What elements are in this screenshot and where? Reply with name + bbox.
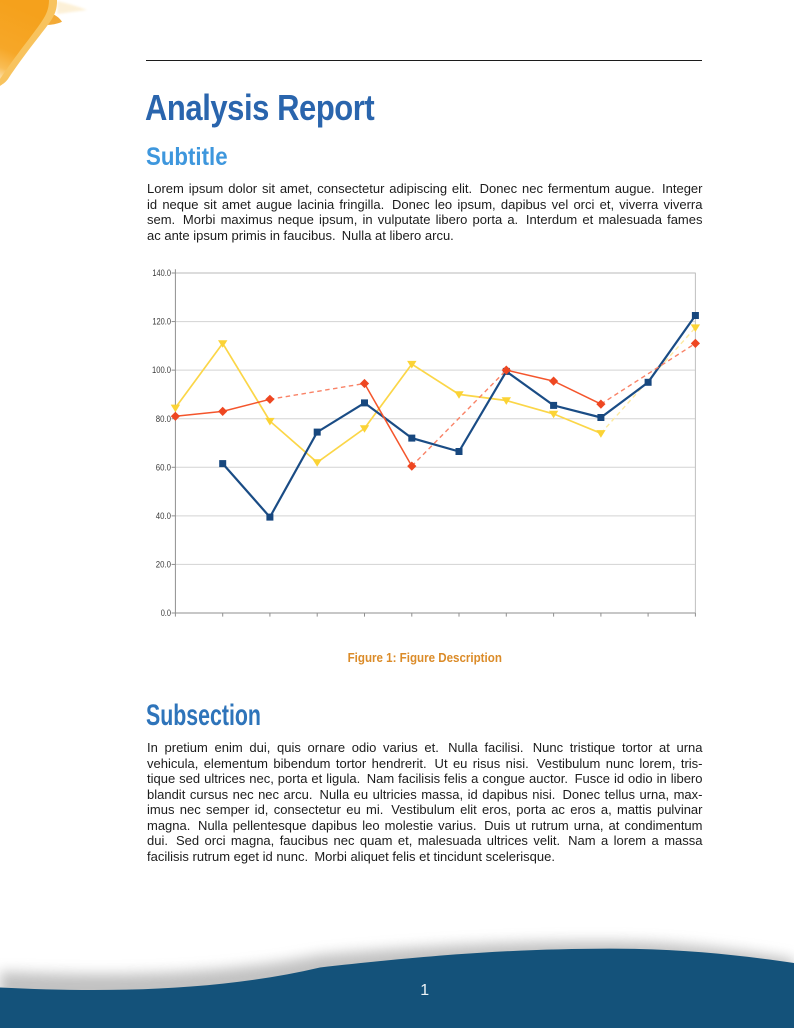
svg-text:120.0: 120.0 <box>152 317 171 327</box>
svg-text:0.0: 0.0 <box>161 608 171 618</box>
svg-text:60.0: 60.0 <box>156 462 171 472</box>
svg-text:80.0: 80.0 <box>156 414 171 424</box>
svg-text:20.0: 20.0 <box>156 560 171 570</box>
svg-text:40.0: 40.0 <box>156 511 171 521</box>
svg-text:140.0: 140.0 <box>152 268 171 278</box>
svg-text:100.0: 100.0 <box>152 365 171 375</box>
